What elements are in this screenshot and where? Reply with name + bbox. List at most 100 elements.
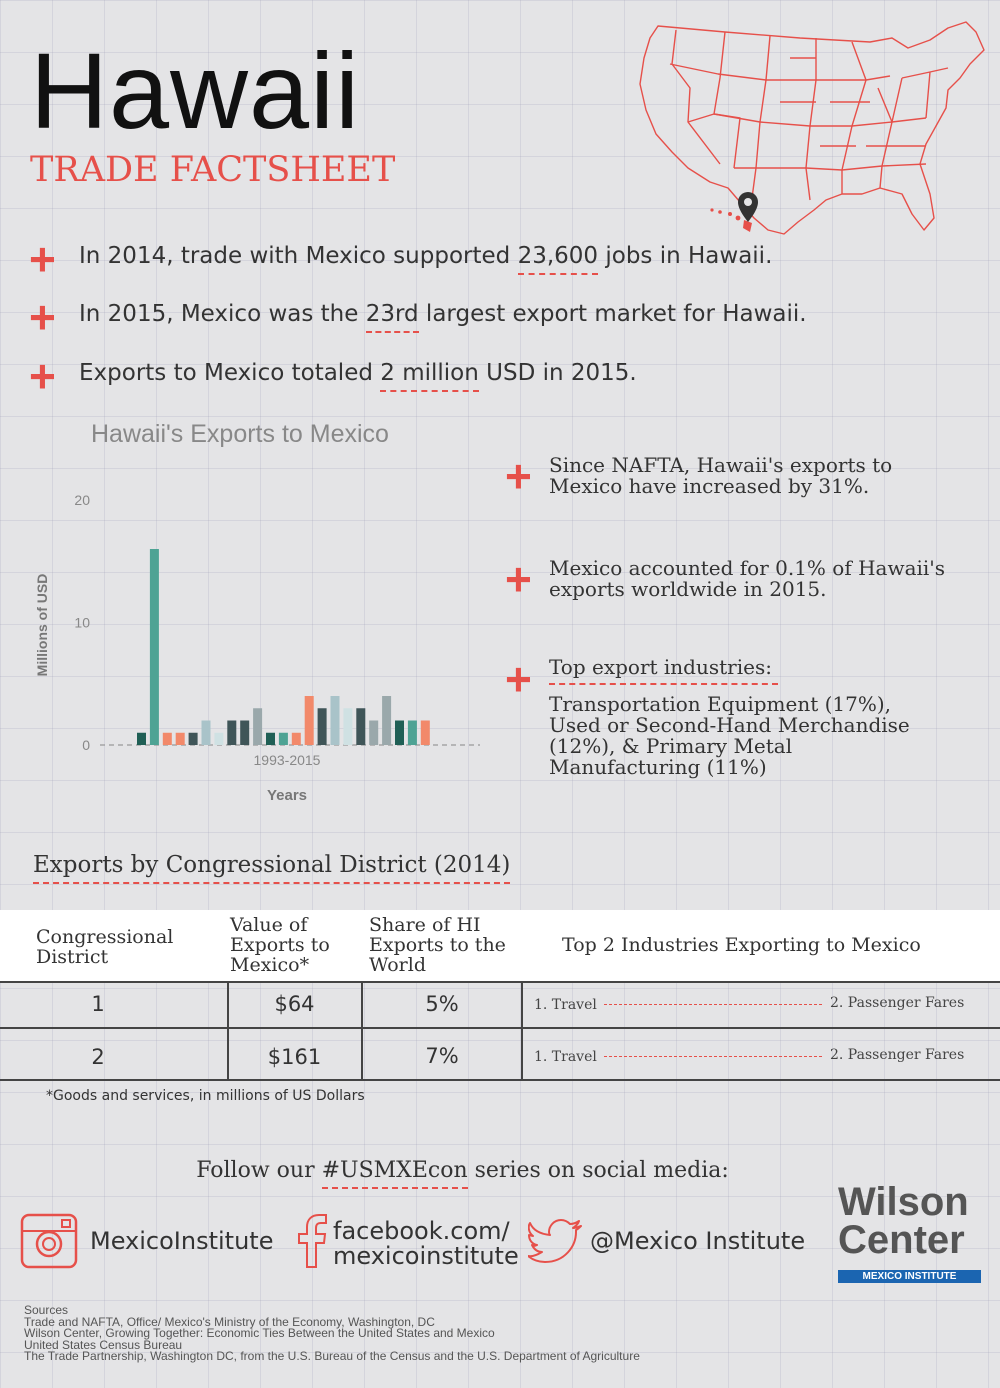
chart-bar <box>291 732 301 745</box>
chart-bar <box>369 720 379 745</box>
table-column-divider <box>521 982 523 1080</box>
plus-icon: + <box>29 233 56 285</box>
table-footnote: *Goods and services, in millions of US D… <box>46 1088 365 1104</box>
chart-bar <box>420 720 430 745</box>
source-line: Wilson Center, Growing Together: Economi… <box>24 1326 495 1340</box>
twitter-handle[interactable]: @Mexico Institute <box>590 1227 806 1255</box>
table-header <box>0 910 1000 982</box>
instagram-icon[interactable] <box>20 1213 78 1269</box>
district-title-text: Exports by Congressional District (2014) <box>33 852 511 884</box>
hashtag-link[interactable]: #USMXEcon <box>321 1158 468 1189</box>
table-divider <box>0 1079 1000 1081</box>
table-divider <box>0 981 1000 983</box>
source-line: United States Census Bureau <box>24 1337 183 1352</box>
fact-highlight: 2 million <box>380 360 479 392</box>
chart-bar <box>395 720 404 745</box>
chart-title: Hawaii's Exports to Mexico <box>91 420 389 448</box>
facebook-link-line: facebook.com/ <box>333 1217 510 1245</box>
header-industries: Top 2 Industries Exporting to Mexico <box>562 934 921 956</box>
fact-text: USD in 2015. <box>478 360 637 386</box>
cell-industry-1: 1. Travel <box>534 997 597 1013</box>
cell-district: 1 <box>91 992 105 1016</box>
cell-industry-2: 2. Passenger Fares <box>830 1047 965 1063</box>
y-axis-label: Millions of USD <box>34 574 50 677</box>
twitter-icon[interactable] <box>528 1218 584 1268</box>
fact-text: Exports to Mexico totaled <box>79 360 381 386</box>
wilson-center-logo: Wilson Center <box>838 1180 969 1262</box>
sources-block: Sources Trade and NAFTA, Office/ Mexico'… <box>24 1303 640 1363</box>
industry-connector <box>604 1004 822 1005</box>
fact-text: In 2015, Mexico was the <box>79 301 366 327</box>
page-title: Hawaii <box>30 30 361 151</box>
y-tick-label: 20 <box>74 492 90 508</box>
industries-heading-wrap: Top export industries: <box>549 655 969 685</box>
cell-share: 5% <box>425 992 459 1016</box>
us-map-graphic <box>639 21 985 235</box>
fact-text: jobs in Hawaii. <box>598 243 773 269</box>
plus-icon: + <box>505 553 532 605</box>
chart-bar <box>227 720 237 745</box>
plus-icon: + <box>29 291 56 343</box>
plus-icon: + <box>505 653 532 705</box>
chart-bar <box>162 732 172 745</box>
chart-bar <box>304 696 314 745</box>
header-district: Congressional District <box>36 926 174 968</box>
plus-icon: + <box>29 350 56 402</box>
chart-bar <box>356 708 366 745</box>
chart-bar <box>149 549 159 745</box>
follow-text: series on social media: <box>467 1158 729 1183</box>
chart-bar <box>188 732 198 745</box>
map-pin-icon <box>738 192 758 222</box>
fact-highlight: 23,600 <box>517 243 599 275</box>
table-column-divider <box>361 982 363 1080</box>
source-line: Trade and NAFTA, Office/ Mexico's Minist… <box>24 1314 435 1329</box>
cell-share: 7% <box>425 1044 459 1068</box>
mexico-institute-badge: MEXICO INSTITUTE <box>838 1270 981 1283</box>
y-tick-label: 0 <box>82 737 90 753</box>
mexico-share-fact: Mexico accounted for 0.1% of Hawaii's ex… <box>549 556 946 601</box>
chart-bar <box>137 732 146 745</box>
chart-bar <box>343 708 353 745</box>
x-axis-label: Years <box>267 787 307 804</box>
chart-bar <box>278 732 288 745</box>
y-tick-label: 10 <box>74 615 90 631</box>
chart-bar <box>317 708 327 745</box>
follow-line: Follow our #USMXEcon series on social me… <box>0 1158 925 1189</box>
cell-value: $64 <box>274 992 315 1016</box>
facebook-link[interactable]: facebook.com/ mexicoinstitute <box>333 1219 519 1269</box>
fact-text: largest export market for Hawaii. <box>418 301 807 327</box>
cell-value: $161 <box>267 1045 322 1069</box>
fact-text: In 2014, trade with Mexico supported <box>79 243 518 269</box>
chart-bar <box>253 708 263 745</box>
instagram-handle[interactable]: MexicoInstitute <box>90 1227 274 1255</box>
chart-bar <box>382 696 392 745</box>
source-line: Sources <box>24 1303 69 1317</box>
header-share: Share of HI Exports to the World <box>369 914 506 976</box>
industries-heading: Top export industries: <box>549 655 778 685</box>
cell-district: 2 <box>91 1045 105 1069</box>
page-subtitle: TRADE FACTSHEET <box>30 150 396 190</box>
table-column-divider <box>227 982 229 1080</box>
follow-text: Follow our <box>196 1158 322 1183</box>
chart-bar <box>201 720 211 745</box>
fact-exports: Exports to Mexico totaled 2 million USD … <box>79 360 637 392</box>
source-line: The Trade Partnership, Washington DC, fr… <box>24 1349 640 1363</box>
chart-bar <box>266 732 275 745</box>
facebook-icon[interactable] <box>296 1213 328 1269</box>
district-section-title: Exports by Congressional District (2014) <box>33 852 511 884</box>
logo-line: Wilson <box>838 1180 969 1224</box>
fact-rank: In 2015, Mexico was the 23rd largest exp… <box>79 301 807 333</box>
facebook-link-line: mexicoinstitute <box>333 1242 519 1270</box>
chart-bar <box>214 732 224 745</box>
fact-jobs: In 2014, trade with Mexico supported 23,… <box>79 243 773 275</box>
table-divider <box>0 1027 1000 1029</box>
cell-industry-2: 2. Passenger Fares <box>830 995 965 1011</box>
chart-bar <box>330 696 340 745</box>
plus-icon: + <box>505 450 532 502</box>
industry-connector <box>604 1056 822 1057</box>
header-value: Value of Exports to Mexico* <box>230 914 330 976</box>
x-tick-label: 1993-2015 <box>254 752 321 768</box>
chart-bar <box>175 732 185 745</box>
fact-highlight: 23rd <box>365 301 419 333</box>
logo-line: Center <box>838 1218 965 1262</box>
